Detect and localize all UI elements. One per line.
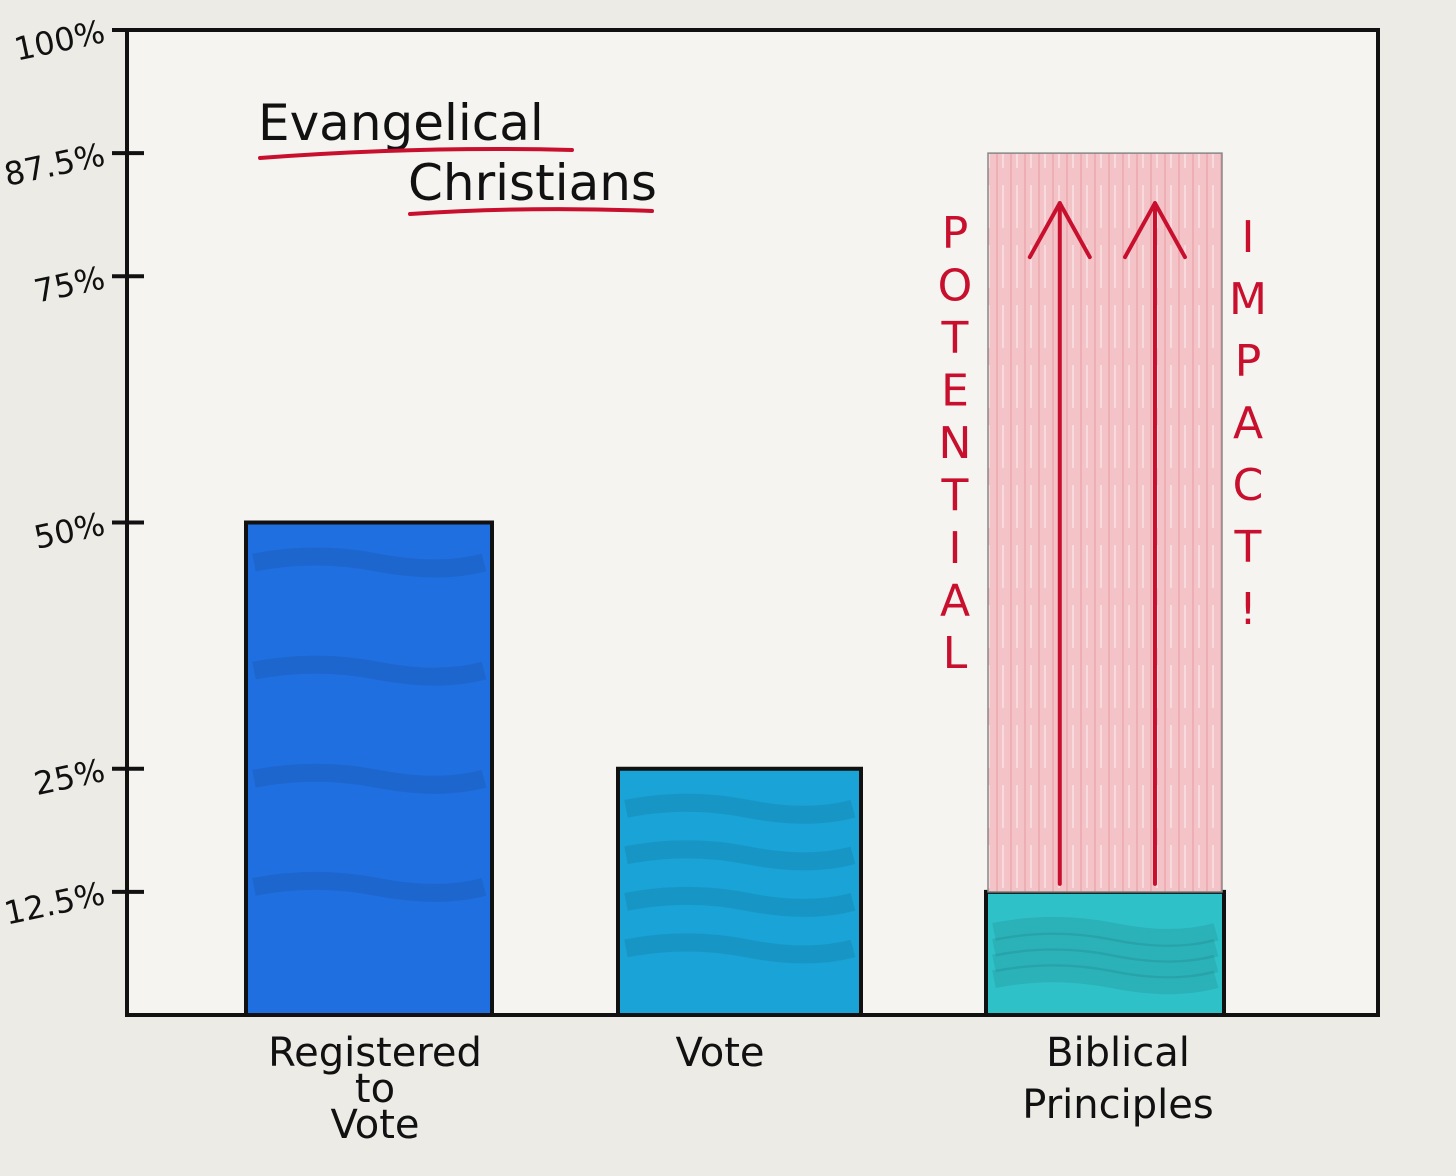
bar-texture [624,793,856,824]
potential-arrow-head [1027,201,1092,260]
x-tick-label: Biblical Principles [1022,1030,1213,1128]
impact-label-text: I M P A C T! [1229,212,1267,635]
bar-vote [616,766,863,1017]
bar-texture [992,964,1219,995]
bar-texture [992,932,1219,963]
title-line-2: Christians [408,154,657,212]
y-tick-label: 12.5% [1,874,108,932]
impact-label: I M P A C T! [1229,212,1267,635]
bar-texture [624,840,856,871]
potential-region [987,152,1223,893]
y-tick-label: 50% [31,505,108,557]
title-line-1: Evangelical [258,94,544,152]
bar-registered-to-vote [244,520,494,1017]
y-tick-label: 75% [31,259,108,311]
bar-texture [252,763,487,794]
bar-texture [624,886,856,917]
potential-layer: P O T E N T I A L I M P A C T! [938,152,1267,893]
y-axis: 12.5% 25% 50% 75% 87.5% 100% [1,12,144,933]
bar-texture [992,948,1219,979]
x-axis-labels: Registered to Vote Vote Biblical Principles [268,1030,1214,1148]
bar-texture [252,655,487,686]
x-tick-label: Vote [675,1030,764,1076]
x-tick-label: Registered to Vote [268,1030,482,1148]
title-underline-2 [408,207,654,216]
bars-layer [244,520,1226,1017]
bar-texture [252,871,487,902]
x-tick-label-text: Vote [675,1030,764,1076]
potential-arrow-head [1122,201,1187,260]
title-underline-1 [258,147,574,160]
y-tick-label: 100% [11,12,108,68]
y-tick-label: 25% [31,751,108,803]
bar-texture [624,933,856,964]
bar-texture [992,916,1219,947]
x-tick-label-text: Biblical Principles [1022,1030,1213,1128]
x-tick-label-text: Registered to Vote [268,1030,482,1148]
y-tick-label: 87.5% [1,136,108,194]
bar-texture [252,547,487,578]
